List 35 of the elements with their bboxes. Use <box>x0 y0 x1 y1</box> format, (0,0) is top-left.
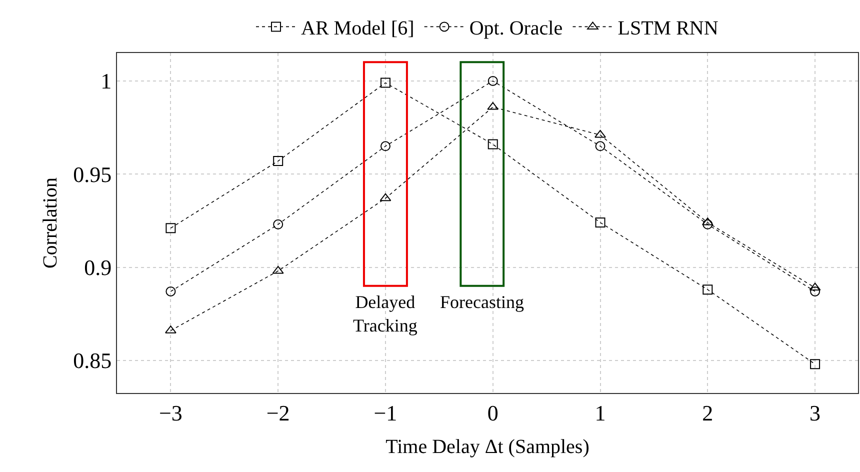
annotation: Forecasting <box>440 292 524 312</box>
x-tick-label: 0 <box>487 400 498 426</box>
annotation: Delayed Tracking <box>353 292 418 336</box>
y-tick-label: 0.9 <box>84 254 112 280</box>
point <box>810 359 820 370</box>
point <box>488 76 498 86</box>
y-tick-label: 0.95 <box>73 162 112 187</box>
point <box>595 218 606 228</box>
point <box>380 78 390 88</box>
point <box>702 219 713 230</box>
point <box>810 286 820 296</box>
point <box>273 219 284 230</box>
point <box>272 266 284 274</box>
point <box>273 156 284 166</box>
x-tick-label: −2 <box>266 400 290 426</box>
y-tick-label: 1 <box>100 68 112 94</box>
legend-label: LSTM RNN <box>618 18 718 40</box>
y-axis-title: Correlation <box>40 177 62 269</box>
point <box>488 139 498 150</box>
x-tick-label: 1 <box>594 400 606 426</box>
point <box>702 284 713 295</box>
point <box>595 141 606 152</box>
point <box>166 223 176 234</box>
x-tick-label: 3 <box>810 400 821 426</box>
point <box>380 141 390 152</box>
point <box>166 286 176 296</box>
legend-label: Opt. Oracle <box>469 18 563 40</box>
point <box>594 130 606 138</box>
y-tick-label: 0.85 <box>73 348 112 374</box>
point <box>380 193 392 202</box>
x-axis-title: Time Delay Δt (Samples) <box>386 436 590 458</box>
x-tick-label: −3 <box>158 400 182 426</box>
x-tick-label: −1 <box>374 400 398 426</box>
legend-label: AR Model [6] <box>301 18 414 40</box>
x-tick-label: 2 <box>702 400 714 426</box>
